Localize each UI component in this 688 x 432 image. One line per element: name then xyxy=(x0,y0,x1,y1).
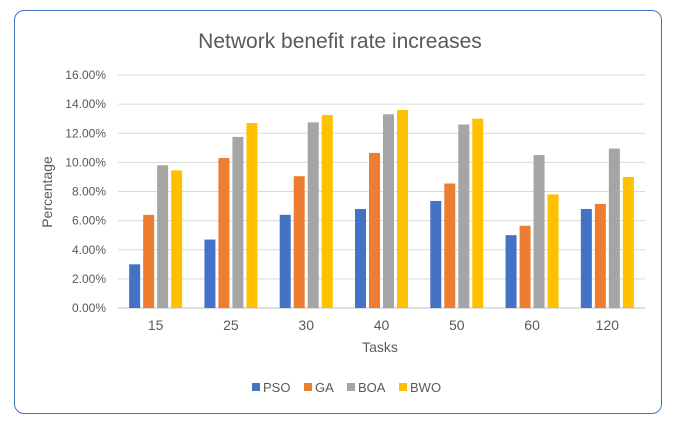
legend-swatch-ga xyxy=(304,383,312,391)
y-tick-label: 0.00% xyxy=(72,301,106,315)
bar-ga-25 xyxy=(218,158,230,308)
x-tick-label: 25 xyxy=(223,317,239,333)
bar-boa-60 xyxy=(533,155,545,308)
bar-ga-60 xyxy=(519,225,531,308)
legend-swatch-bwo xyxy=(399,383,407,391)
x-tick-label: 40 xyxy=(374,317,390,333)
bar-bwo-15 xyxy=(171,170,183,308)
bar-boa-25 xyxy=(232,136,244,308)
bar-bwo-50 xyxy=(472,118,484,308)
y-axis-ticks: 0.00% 2.00% 4.00% 6.00% 8.00% 10.00% 12.00% 14.… xyxy=(65,68,106,315)
x-axis-title: Tasks xyxy=(362,339,398,355)
legend-label-pso: PSO xyxy=(263,380,290,395)
y-axis-title: Percentage xyxy=(39,156,55,228)
legend: PSO GA BOA BWO xyxy=(252,380,441,395)
legend-label-ga: GA xyxy=(315,380,334,395)
y-tick-label: 2.00% xyxy=(72,272,106,286)
bars xyxy=(129,109,634,309)
bar-boa-120 xyxy=(608,148,620,308)
chart-title: Network benefit rate increases xyxy=(198,30,482,53)
gridlines xyxy=(118,74,645,309)
bar-pso-60 xyxy=(505,235,517,308)
bar-boa-15 xyxy=(157,165,169,308)
bar-boa-30 xyxy=(307,122,319,308)
bar-bwo-40 xyxy=(397,109,408,308)
bar-pso-120 xyxy=(580,208,592,308)
y-tick-label: 4.00% xyxy=(72,243,106,257)
bar-pso-50 xyxy=(430,200,442,308)
legend-swatch-pso xyxy=(252,383,260,391)
bar-ga-120 xyxy=(594,203,606,308)
bar-bwo-25 xyxy=(246,123,258,309)
bar-ga-30 xyxy=(293,176,305,308)
y-tick-label: 12.00% xyxy=(65,126,106,140)
x-tick-label: 15 xyxy=(148,317,164,333)
x-axis-ticks: 15 25 30 40 50 60 120 xyxy=(148,317,619,333)
y-tick-label: 8.00% xyxy=(72,185,106,199)
x-tick-label: 60 xyxy=(524,317,540,333)
bar-boa-40 xyxy=(383,114,394,308)
x-tick-label: 120 xyxy=(596,317,620,333)
bar-ga-50 xyxy=(444,183,456,308)
x-tick-label: 50 xyxy=(449,317,465,333)
bar-bwo-120 xyxy=(622,176,634,308)
legend-swatch-boa xyxy=(347,383,355,391)
bar-pso-30 xyxy=(279,214,291,308)
bar-ga-15 xyxy=(143,214,155,308)
x-tick-label: 30 xyxy=(298,317,314,333)
bar-bwo-30 xyxy=(321,115,333,308)
y-tick-label: 14.00% xyxy=(65,97,106,111)
bar-pso-40 xyxy=(355,208,366,308)
y-tick-label: 10.00% xyxy=(65,155,106,169)
y-tick-label: 6.00% xyxy=(72,214,106,228)
bar-ga-40 xyxy=(369,152,380,308)
bar-pso-25 xyxy=(204,239,216,308)
legend-label-bwo: BWO xyxy=(410,380,441,395)
legend-label-boa: BOA xyxy=(358,380,386,395)
bar-pso-15 xyxy=(129,264,141,308)
bar-bwo-60 xyxy=(547,194,559,308)
y-tick-label: 16.00% xyxy=(65,68,106,82)
bar-boa-50 xyxy=(458,124,470,308)
